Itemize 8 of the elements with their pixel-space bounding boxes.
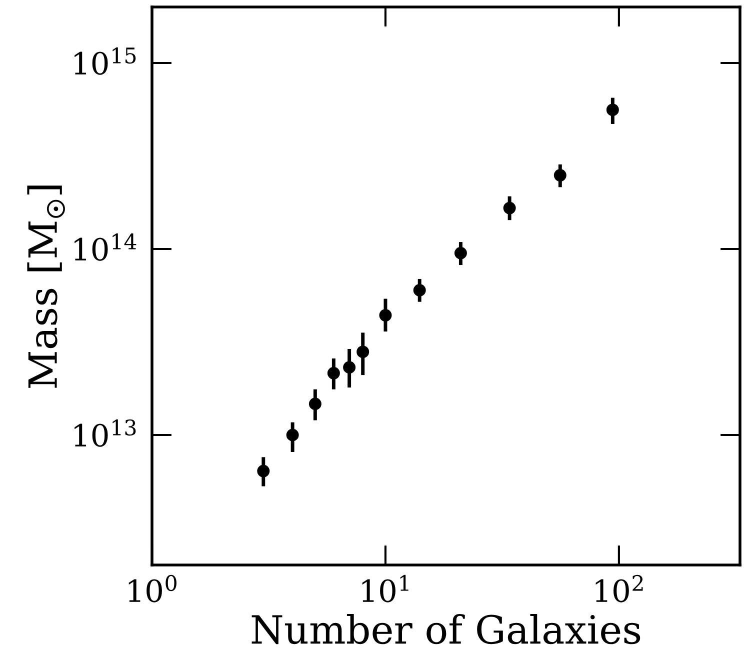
x-tick-label: 10$^{0}$ (128, 574, 176, 602)
y-tick-label: 10$^{14}$ (74, 233, 136, 261)
y-axis-title: Mass [M$_{☉}$] (27, 186, 65, 388)
x-tick-label: 10$^{1}$ (362, 574, 408, 602)
y-tick-label: 10$^{15}$ (74, 47, 136, 75)
x-tick-label: 10$^{2}$ (596, 574, 643, 602)
x-axis-title: Number of Galaxies (252, 614, 640, 644)
y-tick-label: 10$^{13}$ (74, 419, 136, 447)
